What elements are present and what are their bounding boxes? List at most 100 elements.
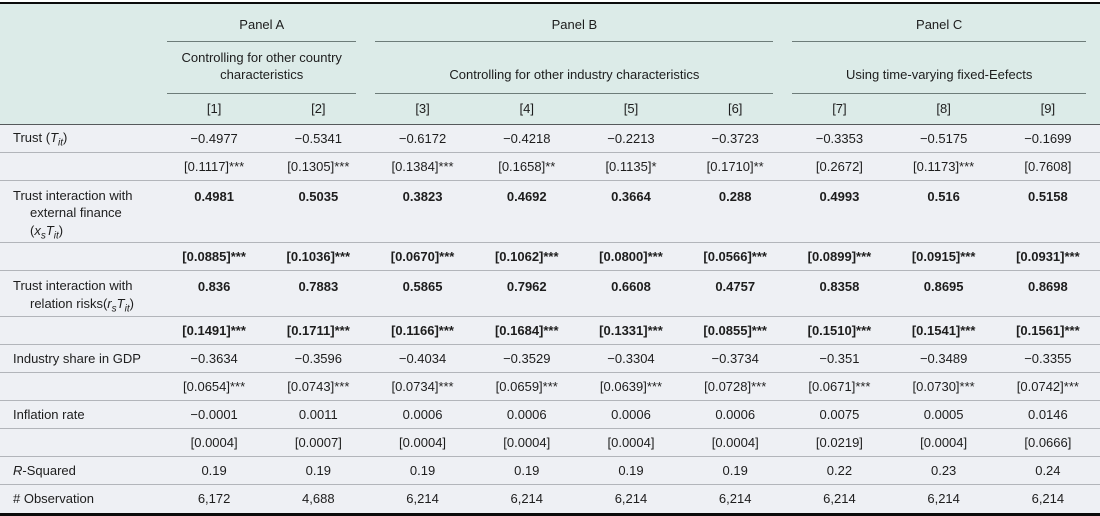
- panel-c-subheader: Using time-varying fixed-Eefects: [787, 42, 1100, 94]
- value-cell: 6,214: [1031, 491, 1065, 507]
- value-cell: 0.19: [409, 463, 436, 479]
- table-row-industry-share-coef: Industry share in GDP −0.3634 −0.3596 −0.40…: [0, 344, 1100, 373]
- value-cell: [0.0671]***: [808, 379, 871, 395]
- value-cell: 0.19: [618, 463, 644, 479]
- value-cell: [0.0004]: [607, 435, 655, 451]
- col-number-4: [4]: [519, 100, 534, 116]
- value-cell: 0.0005: [923, 407, 964, 423]
- value-cell: [0.0659]***: [495, 379, 558, 395]
- value-cell: 0.4692: [506, 188, 547, 204]
- row-label: # Observation: [13, 491, 94, 507]
- value-cell: 0.3664: [611, 188, 651, 204]
- value-cell: 0.19: [722, 463, 748, 479]
- value-cell: [0.1510]***: [807, 323, 872, 339]
- value-cell: [0.0800]***: [599, 249, 663, 265]
- table-row-relrisk-coef: Trust interaction with relation risks(rsT…: [0, 270, 1100, 317]
- panel-a-subtitle: Controlling for other country characteri…: [181, 50, 342, 83]
- value-cell: [0.1331]***: [599, 323, 663, 339]
- value-cell: −0.4977: [190, 130, 238, 146]
- value-cell: −0.5175: [919, 130, 968, 146]
- value-cell: 0.288: [718, 188, 752, 204]
- value-cell: [0.0004]: [399, 435, 447, 451]
- value-cell: [0.0004]: [503, 435, 551, 451]
- value-cell: 6,214: [823, 491, 856, 507]
- value-cell: 0.24: [1035, 463, 1061, 479]
- value-cell: [0.2672]: [815, 158, 863, 174]
- value-cell: [0.1166]***: [391, 323, 454, 339]
- value-cell: −0.4034: [398, 351, 447, 367]
- value-cell: −0.2213: [607, 130, 655, 146]
- row-label: Trust (Tit): [13, 130, 68, 149]
- corner-cell: [0, 4, 162, 42]
- table-row-relrisk-se: [0.1491]*** [0.1711]*** [0.1166]*** [0.1684…: [0, 316, 1100, 345]
- value-cell: 0.8695: [923, 279, 964, 295]
- value-cell: [0.1384]***: [391, 158, 454, 174]
- panel-c-subtitle: Using time-varying fixed-Eefects: [845, 67, 1033, 83]
- value-cell: [0.0734]***: [391, 379, 454, 395]
- value-cell: −0.3723: [711, 130, 759, 146]
- col-number-8: [8]: [936, 100, 951, 116]
- value-cell: [0.0666]: [1024, 435, 1072, 451]
- value-cell: [0.1710]**: [706, 158, 764, 174]
- panel-b-subheader: Controlling for other industry character…: [370, 42, 787, 94]
- panel-c-header: Panel C: [787, 4, 1100, 42]
- value-cell: 0.7883: [298, 279, 339, 295]
- value-cell: −0.3529: [503, 351, 551, 367]
- value-cell: [0.0728]***: [704, 379, 767, 395]
- value-cell: [0.1711]***: [286, 323, 350, 339]
- value-cell: [0.0566]***: [703, 249, 767, 265]
- value-cell: 0.0006: [506, 407, 547, 423]
- table-row-industry-share-se: [0.0654]*** [0.0743]*** [0.0734]*** [0.0659…: [0, 372, 1100, 401]
- value-cell: −0.351: [819, 351, 860, 367]
- panel-a-title: Panel A: [239, 16, 285, 32]
- value-cell: [0.1135]*: [605, 158, 657, 174]
- col-number-7: [7]: [832, 100, 847, 116]
- value-cell: 6,214: [614, 491, 648, 507]
- value-cell: 0.19: [201, 463, 227, 479]
- row-label: [0, 317, 162, 345]
- table-row-extfin-se: [0.0885]*** [0.1036]*** [0.0670]*** [0.1062…: [0, 242, 1100, 271]
- value-cell: [0.1117]***: [183, 158, 245, 174]
- value-cell: 0.0006: [611, 407, 651, 423]
- value-cell: [0.1561]***: [1016, 323, 1080, 339]
- table-row-inflation-se: [0.0004] [0.0007] [0.0004] [0.0004] [0.0004]…: [0, 428, 1100, 457]
- value-cell: [0.0004]: [190, 435, 238, 451]
- value-cell: 0.836: [197, 279, 231, 295]
- value-cell: [0.0004]: [920, 435, 968, 451]
- value-cell: [0.0219]: [815, 435, 863, 451]
- value-cell: 0.4993: [819, 188, 860, 204]
- value-cell: 6,214: [927, 491, 960, 507]
- row-label: [0, 373, 162, 401]
- value-cell: [0.0007]: [294, 435, 342, 451]
- value-cell: [0.0855]***: [703, 323, 767, 339]
- row-label: [0, 243, 162, 271]
- value-cell: 0.5035: [298, 188, 339, 204]
- value-cell: [0.7608]: [1024, 158, 1072, 174]
- value-cell: 0.516: [927, 188, 960, 204]
- value-cell: [0.0931]***: [1016, 249, 1080, 265]
- value-cell: [0.1062]***: [494, 249, 559, 265]
- value-cell: 0.0006: [402, 407, 443, 423]
- value-cell: 0.23: [930, 463, 957, 479]
- panel-b-title: Panel B: [551, 16, 598, 32]
- panel-c-title: Panel C: [916, 16, 963, 32]
- panel-a-header: Panel A: [162, 4, 370, 42]
- row-label: Inflation rate: [13, 406, 85, 422]
- row-label: [0, 152, 162, 180]
- value-cell: 0.0075: [819, 407, 860, 423]
- value-cell: [0.1036]***: [286, 249, 351, 265]
- value-cell: −0.3353: [815, 130, 864, 146]
- value-cell: −0.3304: [607, 351, 655, 367]
- table-row-r-squared: R-Squared 0.19 0.19 0.19 0.19 0.19 0.19 0.22 0.2…: [0, 456, 1100, 485]
- value-cell: [0.1684]***: [494, 323, 559, 339]
- panel-b-header: Panel B: [370, 4, 787, 42]
- value-cell: 0.5865: [402, 279, 443, 295]
- table-row-inflation-coef: Inflation rate −0.0001 0.0011 0.0006 0.0006 0…: [0, 400, 1100, 429]
- value-cell: 0.19: [305, 463, 331, 479]
- row-label: Trust interaction with relation risks(rsT…: [13, 278, 134, 315]
- table-body: Trust (Tit) −0.4977 −0.5341 −0.6172 −0.4218 −…: [0, 124, 1100, 513]
- table-row-observations: # Observation 6,172 4,688 6,214 6,214 6,214 6,…: [0, 484, 1100, 513]
- value-cell: −0.1699: [1024, 130, 1072, 146]
- value-cell: 0.4981: [194, 188, 234, 204]
